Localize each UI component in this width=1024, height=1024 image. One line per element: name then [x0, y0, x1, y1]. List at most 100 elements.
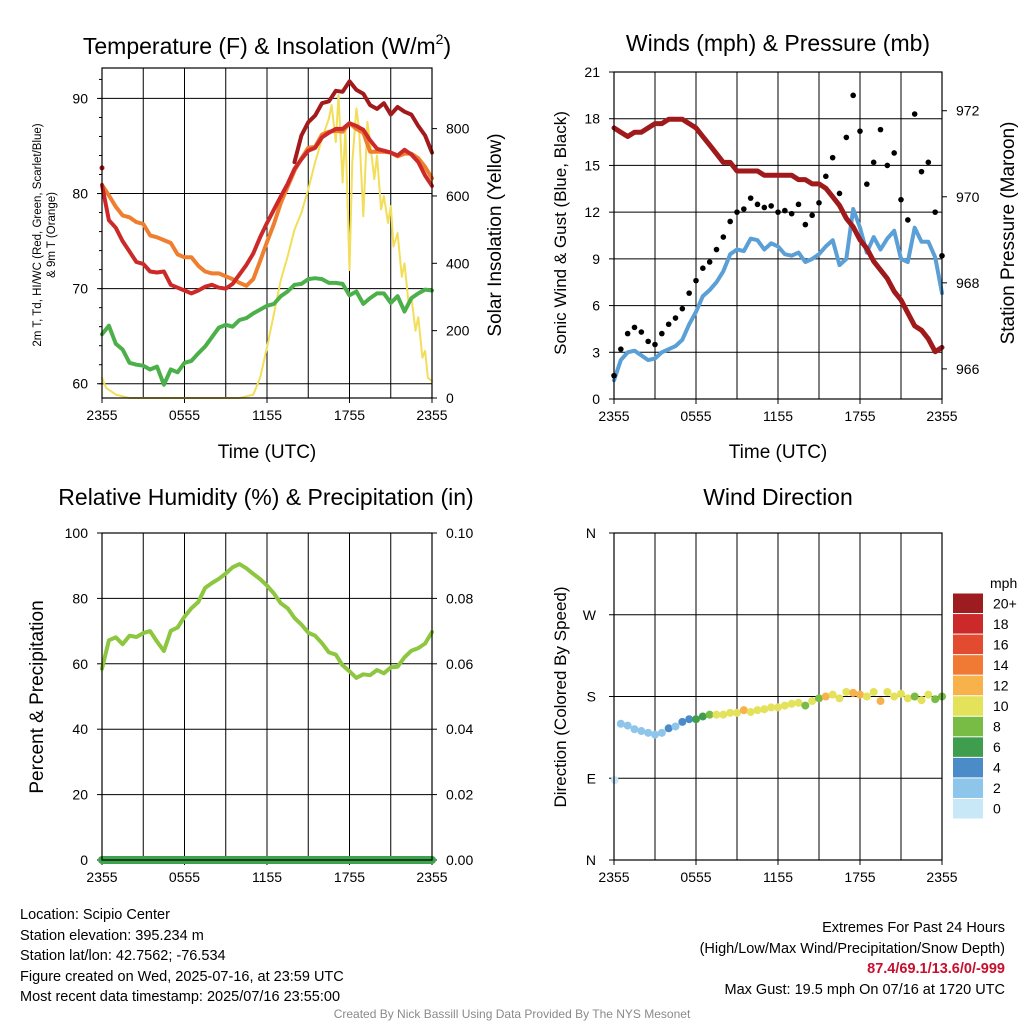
wdir-title: Wind Direction: [703, 484, 853, 510]
humidity-precip-panel: Relative Humidity (%) & Precipitation (i…: [27, 484, 474, 885]
x-tick-label: 2355: [86, 869, 117, 885]
colorbar-label: 12: [993, 677, 1009, 693]
y-tick-label-right: 0.04: [446, 721, 473, 737]
colorbar-unit: mph: [990, 575, 1017, 591]
gust-point: [645, 338, 651, 345]
colorbar-swatch: [953, 778, 983, 798]
gust-point: [686, 290, 692, 296]
gust-point: [843, 134, 850, 141]
wind-direction-point: [801, 701, 810, 710]
y-tick-label-right: 972: [956, 103, 980, 119]
y-tick-label-left: 3: [592, 344, 600, 360]
y-tick-label-left: 0: [80, 852, 88, 868]
gust-point: [618, 346, 624, 352]
colorbar-swatch: [953, 798, 983, 819]
wind-direction-point: [828, 690, 837, 699]
y-tick-label-right: 968: [956, 275, 980, 291]
y-tick-label-right: 0.08: [446, 590, 473, 606]
gust-point: [761, 204, 768, 211]
y-tick-label-right: 400: [446, 255, 470, 271]
gust-point: [624, 330, 631, 337]
station-elevation: Station elevation: 395.234 m: [20, 927, 204, 944]
extremes-values: 87.4/69.1/13.6/0/-999: [867, 961, 1005, 977]
wind-direction-point: [739, 706, 748, 715]
colorbar-label: 0: [993, 801, 1001, 817]
y-tick-label-left: 12: [584, 204, 600, 220]
station-info: Location: Scipio Center Station elevatio…: [20, 905, 344, 1008]
x-tick-label: 0555: [680, 408, 711, 424]
temperature-right-y-label: Solar Insolation (Yellow): [485, 133, 506, 336]
dewpoint-line: [100, 276, 434, 387]
colorbar-swatch: [953, 634, 983, 655]
gust-point: [672, 315, 679, 321]
y-tick-label-right: 0.06: [446, 656, 473, 672]
wind-x-label: Time (UTC): [729, 442, 828, 463]
wind-line: [612, 207, 944, 383]
y-tick-label-left: 80: [72, 590, 88, 606]
gust-point: [631, 324, 638, 331]
wind-direction-point: [876, 697, 885, 706]
wind-direction-point: [821, 692, 830, 701]
gust-point: [638, 329, 645, 335]
wind-direction-point: [910, 692, 919, 701]
colorbar-swatch: [953, 716, 983, 737]
gust-point: [700, 265, 706, 272]
gust-point: [918, 168, 925, 175]
plot-frame: [613, 71, 943, 400]
y-tick-label-left: S: [587, 689, 596, 705]
gust-point: [720, 234, 727, 240]
gust-point: [925, 159, 932, 166]
wind-direction-point: [794, 698, 803, 707]
temp-9m-line: [100, 121, 434, 288]
gust-point: [659, 330, 665, 337]
gust-point: [884, 162, 891, 169]
y-tick-label-right: 0: [446, 390, 454, 406]
colorbar-swatch: [953, 614, 983, 634]
rh-left-y-label: Percent & Precipitation: [27, 600, 48, 793]
y-tick-label-left: N: [586, 852, 596, 868]
y-tick-label-left: E: [587, 770, 596, 786]
gust-point: [898, 196, 904, 203]
y-tick-label-left: 6: [592, 298, 600, 314]
wind-right-y-label: Station Pressure (Maroon): [998, 122, 1019, 345]
gust-point: [788, 210, 795, 217]
y-tick-label-left: 20: [72, 787, 88, 803]
colorbar-label: 10: [993, 698, 1009, 714]
wind-direction-point: [760, 705, 769, 714]
colorbar-swatch: [953, 757, 983, 778]
y-tick-label-left: 9: [592, 251, 600, 267]
gust-point: [679, 305, 686, 312]
gust-point: [754, 201, 761, 208]
wind-direction-point: [671, 722, 680, 731]
gust-point: [911, 111, 918, 117]
wind-direction-panel: Wind Direction Direction (Colored By Spe…: [551, 484, 1017, 885]
gust-point: [652, 341, 658, 348]
gust-point: [693, 277, 699, 284]
wind-direction-point: [862, 692, 871, 701]
gust-point: [706, 259, 713, 265]
wind-direction-point: [883, 687, 892, 696]
extremes-heading: Extremes For Past 24 Hours: [822, 920, 1005, 936]
y-tick-label-left: 18: [584, 111, 600, 127]
y-tick-label-left: 60: [72, 376, 88, 392]
x-tick-label: 1155: [252, 869, 282, 885]
y-tick-label-left: 15: [584, 157, 600, 173]
colorbar-label: 18: [993, 616, 1009, 632]
gust-point: [836, 190, 843, 197]
y-tick-label-left: 40: [72, 721, 88, 737]
wind-direction-point: [644, 728, 653, 737]
wind-direction-point: [753, 706, 762, 715]
gust-point: [857, 128, 863, 134]
wind-direction-point: [815, 694, 823, 703]
x-tick-label: 1755: [844, 408, 875, 424]
station-latlon: Station lat/lon: 42.7562; -76.534: [20, 948, 226, 964]
x-tick-label: 2355: [598, 408, 629, 424]
gust-point: [809, 212, 815, 219]
x-tick-label: 2355: [416, 407, 447, 423]
gust-point: [850, 92, 856, 99]
colorbar-swatch: [953, 593, 983, 614]
colorbar-swatch: [953, 696, 983, 716]
plot-frame: [101, 67, 433, 399]
colorbar-label: 6: [993, 739, 1001, 755]
colorbar-label: 16: [993, 636, 1009, 652]
